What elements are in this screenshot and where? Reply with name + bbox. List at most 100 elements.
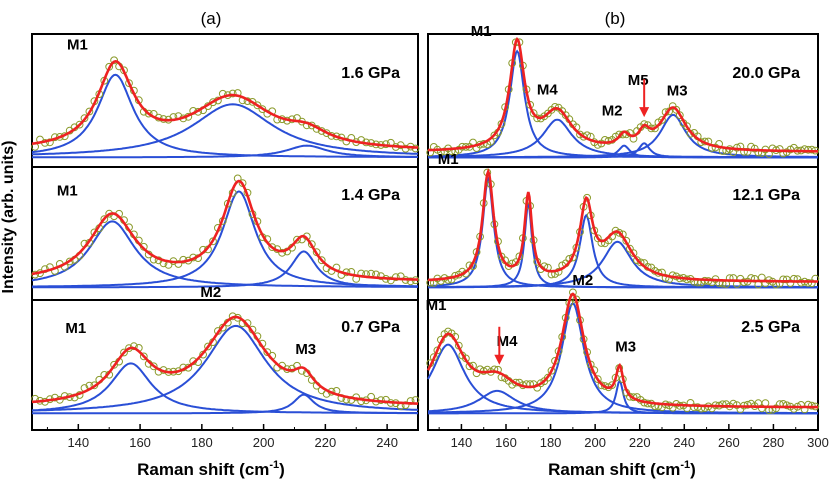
peak-label-M3: M3 <box>295 341 316 358</box>
data-point <box>804 279 813 287</box>
data-point <box>640 120 649 129</box>
x-tick-label: 180 <box>540 435 562 450</box>
peak-label-M2: M2 <box>572 272 593 289</box>
data-point <box>278 248 287 257</box>
experimental-markers <box>426 38 820 158</box>
data-point <box>593 375 602 384</box>
data-point <box>31 270 39 279</box>
data-point <box>391 273 400 282</box>
spectrum-1_6-GPa: 1.6 GPa M1 <box>31 36 420 159</box>
data-point <box>100 215 109 224</box>
x-tick-label: 240 <box>673 435 695 450</box>
peak-label-M2: M2 <box>602 103 623 120</box>
data-point <box>317 256 326 265</box>
data-point <box>601 382 609 390</box>
component-peak-M1 <box>31 73 418 158</box>
panel-b-label: (b) <box>605 9 626 28</box>
data-point <box>544 373 552 382</box>
spectrum-2_5-GPa: 2.5 GPa M1 M4 M2 M3 <box>426 272 820 415</box>
component-peak-M2 <box>31 324 419 412</box>
pressure-label: 1.4 GPa <box>341 187 400 204</box>
panel-b-x-label-sup: -1 <box>680 459 690 471</box>
panel-a-x-label-close: ) <box>279 460 285 479</box>
x-tick-label: 160 <box>495 435 517 450</box>
arrow-head-icon <box>639 107 650 118</box>
data-point <box>253 101 262 110</box>
data-point <box>174 260 183 268</box>
data-point <box>144 109 153 118</box>
cumulative-fit <box>31 179 418 281</box>
data-point <box>636 258 645 267</box>
data-point <box>401 401 410 410</box>
data-point <box>80 114 89 123</box>
data-point <box>807 145 816 154</box>
pressure-label: 0.7 GPa <box>341 319 400 336</box>
data-point <box>149 362 158 371</box>
data-point <box>658 116 666 124</box>
data-point <box>675 111 684 120</box>
panel-b-x-label-main: Raman shift (cm <box>548 460 680 479</box>
data-point <box>85 107 94 116</box>
data-point <box>120 348 128 357</box>
data-point <box>807 401 816 410</box>
data-point <box>228 89 237 98</box>
peak-label-M1: M1 <box>65 320 86 337</box>
pressure-label: 12.1 GPa <box>732 187 800 204</box>
data-point <box>547 366 556 375</box>
cumulative-fit <box>428 37 818 153</box>
peak-label-M3: M3 <box>615 338 636 355</box>
data-point <box>125 79 133 87</box>
x-tick-label: 160 <box>129 435 151 450</box>
panel-a-label: (a) <box>201 9 222 28</box>
component-peak-M3 <box>428 113 818 159</box>
spectrum-1_4-GPa: 1.4 GPa M1 <box>31 174 420 289</box>
peak-label-M1: M1 <box>471 23 492 40</box>
x-tick-label: 200 <box>584 435 606 450</box>
peak-label-M1: M1 <box>57 182 78 199</box>
data-point <box>293 235 301 244</box>
panel-b-x-label-close: ) <box>690 460 696 479</box>
data-point <box>683 122 691 131</box>
component-peak-c3 <box>428 240 818 288</box>
data-point <box>401 144 410 153</box>
panel-1-frame <box>427 33 819 431</box>
x-tick-label: 220 <box>629 435 651 450</box>
data-point <box>551 103 559 111</box>
x-tick-label: 200 <box>253 435 275 450</box>
peak-label-M4: M4 <box>537 81 558 98</box>
data-point <box>672 105 681 114</box>
component-peak-M3 <box>32 393 418 415</box>
x-tick-label: 180 <box>191 435 213 450</box>
cumulative-fit <box>426 292 818 409</box>
data-point <box>597 239 606 247</box>
peak-label-M4: M4 <box>497 333 518 350</box>
data-point <box>757 404 766 413</box>
peak-label-M5: M5 <box>628 72 649 89</box>
data-point <box>268 243 277 252</box>
data-point <box>743 400 752 409</box>
data-point <box>204 342 212 351</box>
data-point <box>569 288 577 297</box>
component-peak-M1 <box>31 220 418 288</box>
data-point <box>718 400 727 409</box>
peak-label-M1: M1 <box>438 151 459 168</box>
x-tick-label: 140 <box>67 435 89 450</box>
y-axis-label: Intensity (arb. units) <box>0 141 17 294</box>
peak-label-M1: M1 <box>426 297 447 314</box>
data-point <box>608 381 616 390</box>
plot-layer: 140 160 180 200 220 240 1.6 GPa M1 1.4 GPa M1 0.7 … <box>31 23 829 450</box>
panel-a-x-axis-label: Raman shift (cm-1) <box>137 459 285 479</box>
peak-label-M1: M1 <box>67 36 88 53</box>
pressure-label: 2.5 GPa <box>741 319 800 336</box>
arrow-head-icon <box>494 354 505 365</box>
component-peak-M3 <box>428 378 818 415</box>
x-tick-label: 260 <box>718 435 740 450</box>
pressure-label: 1.6 GPa <box>341 65 400 82</box>
x-tick-label: 140 <box>451 435 473 450</box>
component-peak-M2 <box>31 103 419 156</box>
panel-a-x-label-sup: -1 <box>269 459 279 471</box>
data-point <box>110 56 118 65</box>
cumulative-fit <box>31 59 419 149</box>
x-tick-label: 280 <box>763 435 785 450</box>
